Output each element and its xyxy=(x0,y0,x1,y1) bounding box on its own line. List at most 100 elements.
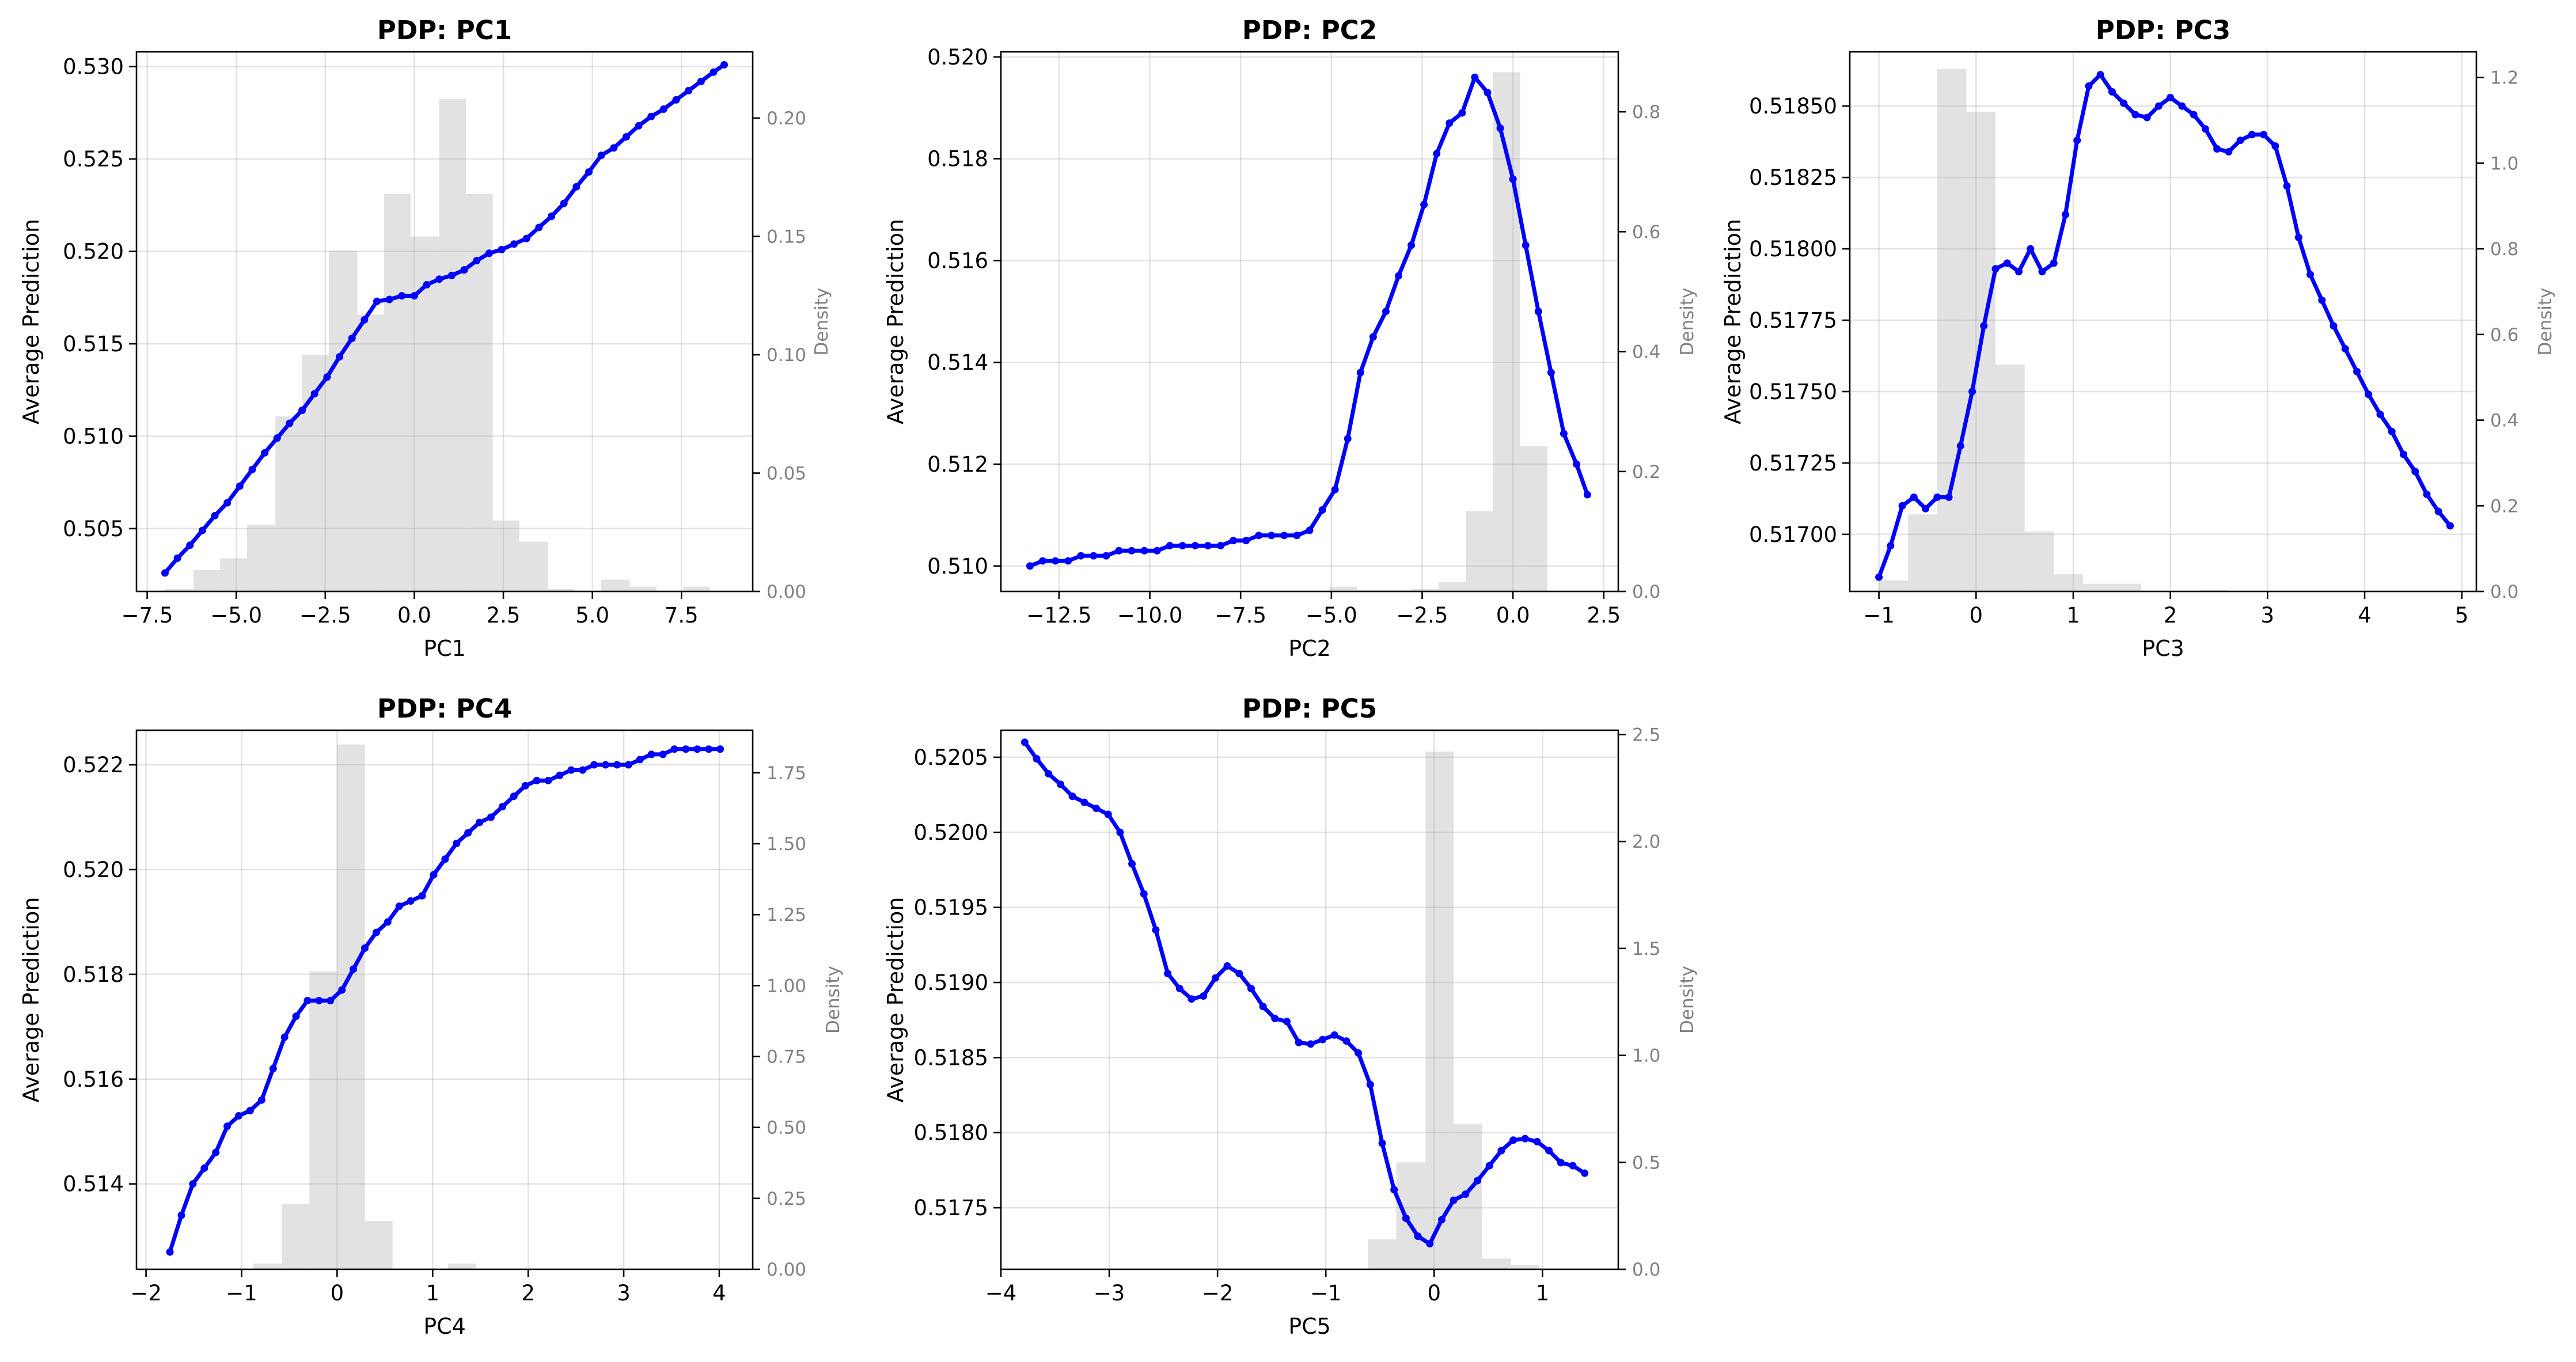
pdp-point xyxy=(1522,241,1530,249)
y-tick-label: 0.51750 xyxy=(1749,380,1837,404)
y-axis-label: Average Prediction xyxy=(883,219,908,424)
pdp-point xyxy=(373,297,381,305)
pdp-point xyxy=(1307,1040,1315,1048)
pdp-point xyxy=(385,295,393,303)
histogram-bar xyxy=(1879,580,1909,591)
x-axis-label: PC5 xyxy=(1288,1314,1331,1339)
pdp-point xyxy=(1509,175,1517,183)
pdp-point xyxy=(2108,88,2116,96)
pdp-point xyxy=(1188,995,1196,1003)
pdp-point xyxy=(624,761,632,769)
pdp-point xyxy=(315,996,323,1004)
pdp-point xyxy=(286,419,294,427)
pdp-point xyxy=(647,112,655,120)
pdp-point xyxy=(1242,537,1250,545)
density-histogram xyxy=(165,99,710,592)
density-tick-label: 1.2 xyxy=(2490,68,2518,89)
density-histogram xyxy=(1879,69,2229,592)
pdp-point xyxy=(1116,828,1124,836)
pdp-point xyxy=(1178,541,1186,549)
histogram-bar xyxy=(1511,1265,1539,1269)
histogram-bar xyxy=(548,589,575,591)
histogram-bar xyxy=(2082,583,2112,591)
pdp-point xyxy=(2283,182,2291,190)
pdp-point xyxy=(1102,552,1110,560)
histogram-bar xyxy=(1438,582,1466,591)
pdp-point xyxy=(1045,770,1053,778)
density-tick-label: 2.0 xyxy=(1632,832,1660,852)
x-tick-label: −2.5 xyxy=(1397,603,1448,628)
pdp-point xyxy=(1378,1139,1386,1147)
pdp-point xyxy=(1211,974,1219,982)
density-axis-label: Density xyxy=(2535,288,2556,356)
pdp-point xyxy=(186,541,194,549)
y-tick-label: 0.5195 xyxy=(914,896,988,920)
pdp-point xyxy=(1369,333,1377,341)
x-tick-label: −1 xyxy=(1310,1281,1342,1306)
pdp-point xyxy=(177,1211,185,1219)
pdp-point xyxy=(1247,984,1255,992)
pdp-point xyxy=(1052,557,1060,565)
pdp-point xyxy=(273,434,281,442)
pdp-point xyxy=(1033,755,1041,763)
x-tick-label: 0 xyxy=(1970,603,1983,628)
pdp-point xyxy=(1922,504,1930,513)
y-tick-label: 0.5205 xyxy=(914,745,988,770)
pdp-point xyxy=(485,249,493,257)
pdp-point xyxy=(2061,211,2069,219)
pdp-point xyxy=(697,77,705,85)
histogram-bar xyxy=(193,570,221,591)
pdp-markers xyxy=(166,745,724,1256)
pdp-point xyxy=(2318,296,2326,304)
chart-title: PDP: PC3 xyxy=(2096,15,2230,45)
pdp-point xyxy=(2446,522,2454,530)
pdp-markers xyxy=(1875,71,2454,581)
pdp-point xyxy=(298,407,306,415)
plot-frame xyxy=(1000,729,1619,1270)
pdp-point xyxy=(198,526,206,534)
pdp-point xyxy=(269,1065,277,1073)
pdp-point xyxy=(2085,82,2093,90)
y-tick-label: 0.514 xyxy=(927,350,988,375)
pdp-point xyxy=(1402,1214,1410,1222)
density-tick-label: 1.25 xyxy=(767,905,806,925)
pdp-point xyxy=(579,766,587,774)
pdp-point xyxy=(361,316,369,324)
pdp-point xyxy=(2411,468,2419,476)
y-tick-label: 0.518 xyxy=(63,962,124,987)
pdp-point xyxy=(544,776,552,784)
pdp-point xyxy=(1271,1015,1279,1023)
pdp-point xyxy=(350,965,358,973)
histogram-bar xyxy=(337,744,365,1269)
chart-title: PDP: PC5 xyxy=(1242,693,1377,724)
x-tick-label: 4 xyxy=(2358,603,2372,628)
pdp-point xyxy=(2201,125,2209,133)
histogram-bar xyxy=(1396,1162,1426,1269)
x-tick-label: −12.5 xyxy=(1026,603,1091,628)
pdp-point xyxy=(211,511,219,519)
density-tick-label: 0.10 xyxy=(767,345,806,366)
pdp-point xyxy=(246,1106,254,1114)
pdp-point xyxy=(1485,1162,1493,1170)
pdp-point xyxy=(498,803,506,811)
pdp-point xyxy=(1128,547,1136,555)
pdp-point xyxy=(1933,493,1941,501)
y-tick-label: 0.522 xyxy=(63,753,124,777)
pdp-point xyxy=(1446,119,1454,127)
pdp-point xyxy=(636,756,644,764)
pdp-point xyxy=(1217,541,1225,549)
gridlines xyxy=(136,730,753,1269)
pdp-point xyxy=(1259,1003,1267,1011)
density-tick-label: 0.15 xyxy=(767,227,806,248)
pdp-point xyxy=(1533,1137,1541,1145)
pdp-point xyxy=(1056,780,1064,788)
pdp-point xyxy=(1104,810,1112,818)
pdp-markers xyxy=(161,60,729,577)
pdp-point xyxy=(613,761,621,769)
x-tick-label: −10.0 xyxy=(1117,603,1182,628)
pdp-point xyxy=(2388,427,2396,435)
x-axis-label: PC4 xyxy=(423,1314,466,1339)
y-tick-label: 0.516 xyxy=(63,1067,124,1092)
gridlines xyxy=(136,52,753,591)
pdp-point xyxy=(223,499,232,507)
